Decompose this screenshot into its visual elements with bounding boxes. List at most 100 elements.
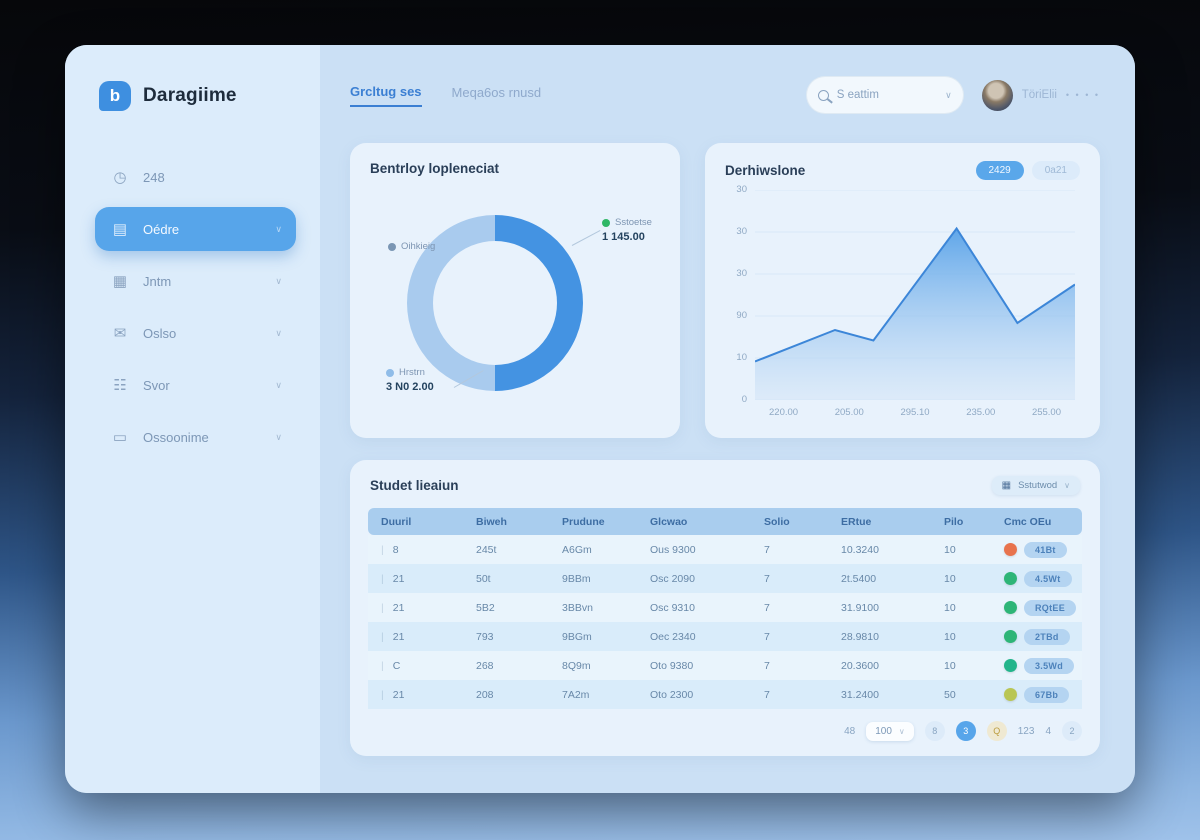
- cell-value: 21: [392, 572, 405, 585]
- table-cell: | 21: [368, 689, 463, 701]
- app-window: b Daragiime ◷ 248 ▤ Oédre ∨ ▦ Jntm ∨ ✉ Oslso ∨ ☷ Svo…: [65, 45, 1135, 793]
- pagination-text[interactable]: 4: [1045, 725, 1051, 737]
- table-cell: 268: [476, 659, 494, 672]
- table-cell: 10: [944, 630, 956, 643]
- page-size-select[interactable]: 100 ∨: [866, 721, 914, 741]
- chevron-down-icon: ∨: [275, 223, 282, 234]
- column-header: Pilo: [944, 515, 964, 528]
- search-box[interactable]: ∨: [805, 76, 964, 114]
- table-row[interactable]: | 21 5B2 3BBvn Osc 9310 7 31.9100 10 RQtEE: [368, 593, 1082, 622]
- row-action-button[interactable]: RQtEE: [1024, 599, 1077, 616]
- table-row[interactable]: | C 268 8Q9m Oto 9380 7 20.3600 10 3.5Wd: [368, 651, 1082, 680]
- table-cell: | 21: [368, 602, 463, 614]
- topbar: Grcltug ses Meqa6os rnusd ∨ TöriElii • • …: [350, 75, 1100, 115]
- sidebar-item-card[interactable]: ▭ Ossoonime ∨: [95, 415, 296, 459]
- donut-card-title: Bentrloy lopleneciat: [370, 161, 500, 176]
- table-card: Studet lieaiun ▦ Sstutwod ∨ Duuril Biweh P…: [350, 460, 1100, 756]
- page-button[interactable]: 3: [955, 721, 976, 741]
- status-dot-icon: [1004, 659, 1017, 672]
- clock-icon: ◷: [113, 169, 127, 186]
- row-action-button[interactable]: 67Bb: [1024, 686, 1070, 703]
- main-content: Grcltug ses Meqa6os rnusd ∨ TöriElii • • …: [320, 45, 1135, 793]
- chevron-down-icon: ∨: [275, 431, 282, 442]
- basket-icon: ☷: [113, 377, 127, 394]
- row-handle-icon: |: [381, 601, 384, 614]
- x-tick-label: 220.00: [769, 407, 799, 418]
- row-actions: 3.5Wd: [991, 657, 1082, 674]
- table-cell: 7: [764, 601, 770, 614]
- page-button[interactable]: 2: [1062, 721, 1082, 741]
- table-settings-label: Sstutwod: [1018, 480, 1058, 491]
- row-actions: 4.5Wt: [991, 570, 1082, 587]
- sidebar-item-mail[interactable]: ✉ Oslso ∨: [95, 311, 296, 355]
- x-tick-label: 295.10: [900, 407, 930, 418]
- topbar-right: ∨ TöriElii • • • •: [805, 76, 1100, 114]
- tab-0[interactable]: Grcltug ses: [350, 84, 422, 107]
- filter-badge-0[interactable]: 2429: [975, 161, 1024, 180]
- table-cell: 10: [944, 543, 956, 556]
- table-cell: 208: [476, 688, 494, 701]
- sidebar-item-label: Jntm: [143, 273, 172, 289]
- page-button[interactable]: Q: [986, 721, 1007, 741]
- row-action-button[interactable]: 41Bt: [1024, 541, 1067, 558]
- sidebar-item-clock[interactable]: ◷ 248: [95, 155, 296, 199]
- user-menu[interactable]: TöriElii • • • •: [981, 79, 1100, 111]
- table-header-row: Duuril Biweh Prudune Glcwao Solio ERtue Pilo Cm…: [368, 508, 1082, 535]
- avatar[interactable]: [981, 79, 1013, 111]
- tab-1[interactable]: Meqa6os rnusd: [451, 84, 542, 100]
- pagination-text[interactable]: 48: [844, 725, 856, 737]
- table-cell: 2t.5400: [841, 572, 877, 585]
- sidebar-item-book[interactable]: ▤ Oédre ∨: [95, 207, 296, 251]
- row-action-button[interactable]: 2TBd: [1024, 628, 1070, 645]
- legend-value: 3 N0 2.00: [386, 381, 434, 393]
- sidebar-item-label: Oslso: [143, 325, 177, 341]
- search-input[interactable]: [836, 89, 938, 101]
- sidebar-item-calendar[interactable]: ▦ Jntm ∨: [95, 259, 296, 303]
- row-handle-icon: |: [381, 630, 384, 643]
- table-row[interactable]: | 21 50t 9BBm Osc 2090 7 2t.5400 10 4.5Wt: [368, 564, 1082, 593]
- user-name: TöriElii: [1021, 89, 1057, 101]
- legend-label: Sstoetse: [615, 217, 652, 228]
- chevron-down-icon: ∨: [275, 327, 282, 338]
- status-dot-icon: [1004, 601, 1017, 614]
- row-action-button[interactable]: 4.5Wt: [1024, 570, 1072, 587]
- row-actions: 2TBd: [991, 628, 1082, 645]
- table-settings-button[interactable]: ▦ Sstutwod ∨: [991, 476, 1080, 495]
- table-cell: 10: [944, 572, 956, 585]
- row-actions: 67Bb: [991, 686, 1082, 703]
- cell-value: 21: [392, 601, 405, 614]
- table-cell: | 21: [368, 573, 463, 585]
- table-cell: | 8: [368, 544, 463, 556]
- row-handle-icon: |: [381, 688, 384, 701]
- table-cell: 31.2400: [841, 688, 879, 701]
- status-dot-icon: [1004, 688, 1017, 701]
- card-icon: ▭: [112, 429, 128, 446]
- user-menu-dots-icon[interactable]: • • • •: [1065, 90, 1100, 100]
- donut-legend-left: Oihkieig: [388, 241, 435, 252]
- row-handle-icon: |: [381, 659, 384, 672]
- row-action-button[interactable]: 3.5Wd: [1024, 657, 1075, 674]
- area-chart: [755, 190, 1075, 400]
- leader-line: [571, 230, 601, 246]
- calendar-icon: ▦: [112, 273, 128, 290]
- legend-value: 1 145.00: [602, 231, 645, 243]
- table-cell: 7: [764, 572, 770, 585]
- table-cell: 9BGm: [562, 630, 592, 643]
- table-row[interactable]: | 8 245t A6Gm Ous 9300 7 10.3240 10 41Bt: [368, 535, 1082, 564]
- sidebar-item-basket[interactable]: ☷ Svor ∨: [95, 363, 296, 407]
- area-chart-card: Derhiwslone 2429 0a21 30 30 30 90 10 0 220.00 2…: [705, 143, 1100, 438]
- sidebar-item-label: 248: [143, 169, 165, 185]
- table-row[interactable]: | 21 793 9BGm Oec 2340 7 28.9810 10 2TBd: [368, 622, 1082, 651]
- legend-dot-icon: [386, 368, 394, 377]
- filter-badge-1[interactable]: 0a21: [1031, 161, 1080, 180]
- pagination-text[interactable]: 123: [1017, 725, 1035, 737]
- area-card-title: Derhiwslone: [725, 163, 806, 178]
- chevron-down-icon[interactable]: ∨: [945, 89, 952, 100]
- page-button[interactable]: 8: [924, 721, 945, 741]
- brand-name: Daragiime: [143, 85, 237, 106]
- x-tick-label: 205.00: [834, 407, 864, 418]
- table-row[interactable]: | 21 208 7A2m Oto 2300 7 31.2400 50 67Bb: [368, 680, 1082, 709]
- cell-value: 8: [392, 543, 399, 556]
- column-header: Glcwao: [650, 515, 688, 528]
